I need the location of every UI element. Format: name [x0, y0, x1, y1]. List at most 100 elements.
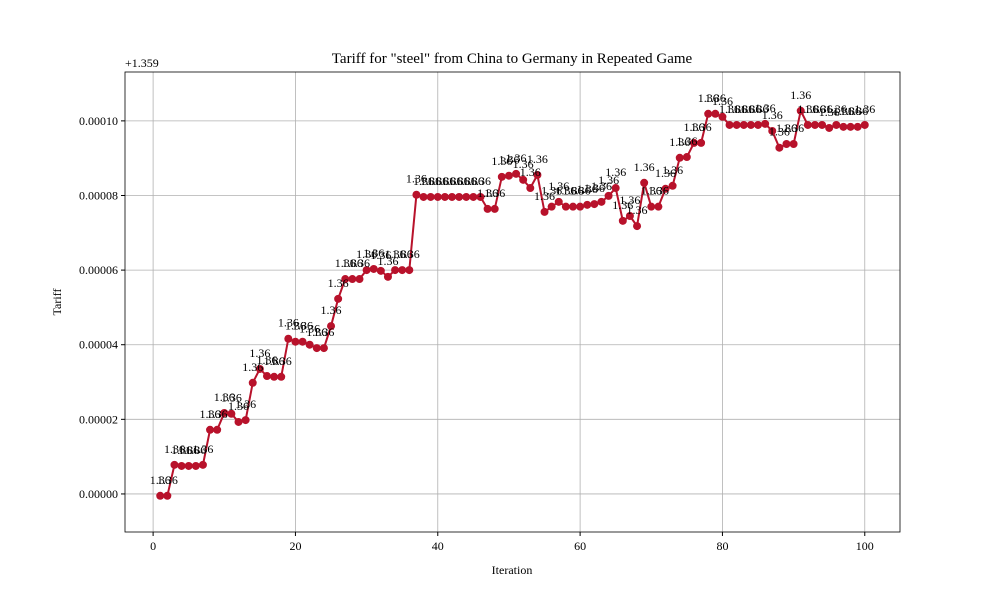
point	[191, 461, 200, 470]
point	[448, 192, 457, 201]
data-label: 1.36	[406, 172, 427, 186]
point	[220, 408, 229, 417]
point	[682, 153, 691, 162]
data-label: 1.36	[812, 102, 833, 116]
point	[554, 197, 563, 206]
point	[270, 372, 279, 381]
y-tick-label: 0.00000	[79, 487, 118, 501]
point	[170, 460, 179, 469]
data-label: 1.36	[271, 354, 292, 368]
point	[633, 222, 642, 231]
data-label: 1.36	[619, 193, 640, 207]
data-label: 1.36	[477, 186, 498, 200]
x-tick-label: 20	[289, 539, 301, 553]
data-label: 1.36	[691, 120, 712, 134]
data-label: 1.36	[264, 354, 285, 368]
data-label: 1.36	[456, 174, 477, 188]
point	[327, 322, 336, 331]
point	[391, 266, 400, 275]
point	[476, 192, 485, 201]
data-label: 1.36	[605, 165, 626, 179]
point	[213, 425, 222, 434]
point	[355, 275, 364, 284]
data-label: 1.36	[755, 101, 776, 115]
data-label: 1.36	[769, 125, 790, 139]
y-tick-label: 0.00010	[79, 114, 118, 128]
point	[789, 140, 798, 149]
point	[732, 120, 741, 129]
point	[568, 202, 577, 211]
data-label: 1.36	[648, 184, 669, 198]
point	[661, 184, 670, 193]
point	[206, 425, 215, 434]
data-label: 1.36	[506, 151, 527, 165]
point	[412, 190, 421, 199]
data-label: 1.36	[748, 102, 769, 116]
data-label: 1.36	[249, 346, 270, 360]
data-label: 1.36	[840, 104, 861, 118]
data-label: 1.36	[306, 325, 327, 339]
point	[825, 123, 834, 132]
data-label: 1.36	[783, 121, 804, 135]
point	[348, 275, 357, 284]
data-label: 1.36	[669, 135, 690, 149]
data-label: 1.36	[776, 121, 797, 135]
point	[504, 171, 513, 180]
point	[177, 461, 186, 470]
data-label: 1.36	[634, 160, 655, 174]
data-label: 1.36	[349, 256, 370, 270]
point	[291, 337, 300, 346]
data-label: 1.36	[712, 94, 733, 108]
data-label: 1.36	[413, 174, 434, 188]
data-label: 1.36	[598, 173, 619, 187]
point	[334, 294, 343, 303]
data-label: 1.36	[299, 322, 320, 336]
point	[483, 204, 492, 213]
point	[625, 212, 634, 221]
data-label: 1.36	[819, 105, 840, 119]
data-label: 1.36	[577, 182, 598, 196]
data-label: 1.36	[591, 179, 612, 193]
point	[234, 417, 243, 426]
point	[846, 122, 855, 131]
data-label: 1.36	[221, 391, 242, 405]
point	[810, 120, 819, 129]
data-label: 1.36	[256, 353, 277, 367]
data-label: 1.36	[570, 184, 591, 198]
data-label: 1.36	[385, 247, 406, 261]
data-label: 1.36	[285, 319, 306, 333]
data-label: 1.36	[449, 174, 470, 188]
point	[462, 192, 471, 201]
y-axis-label: Tariff	[50, 289, 64, 316]
data-label: 1.36	[804, 102, 825, 116]
point	[312, 344, 321, 353]
data-label: 1.36	[726, 102, 747, 116]
point	[839, 122, 848, 131]
data-label: 1.36	[392, 247, 413, 261]
data-label: 1.36	[164, 442, 185, 456]
point	[490, 204, 499, 213]
data-label: 1.36	[192, 442, 213, 456]
point	[697, 138, 706, 147]
point	[369, 264, 378, 273]
data-label: 1.36	[235, 397, 256, 411]
point	[739, 120, 748, 129]
data-label: 1.36	[513, 157, 534, 171]
data-label: 1.36	[328, 276, 349, 290]
point	[832, 120, 841, 129]
point	[426, 192, 435, 201]
data-label: 1.36	[833, 104, 854, 118]
data-label: 1.36	[335, 256, 356, 270]
point	[540, 207, 549, 216]
point	[782, 140, 791, 149]
point	[561, 202, 570, 211]
point	[376, 266, 385, 275]
data-label: 1.36	[242, 360, 263, 374]
point	[704, 109, 713, 118]
point	[519, 175, 528, 184]
x-tick-label: 100	[856, 539, 874, 553]
point	[576, 202, 585, 211]
point	[455, 192, 464, 201]
data-label: 1.36	[207, 407, 228, 421]
point	[319, 344, 328, 353]
